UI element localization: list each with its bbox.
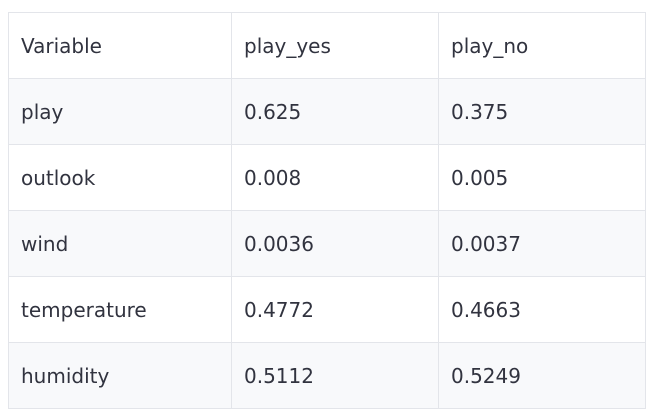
value-cell: 0.0037 (438, 210, 646, 277)
data-table: Variable play_yes play_no play 0.625 0.375 ou… (8, 12, 646, 409)
row-label: play (8, 78, 232, 145)
value-cell: 0.625 (231, 78, 439, 145)
table-row: outlook 0.008 0.005 (8, 144, 646, 211)
value-cell: 0.5249 (438, 342, 646, 409)
table-row: humidity 0.5112 0.5249 (8, 342, 646, 409)
table-row: temperature 0.4772 0.4663 (8, 276, 646, 343)
value-cell: 0.005 (438, 144, 646, 211)
header-row: Variable play_yes play_no (8, 12, 646, 79)
header-cell: Variable (8, 12, 232, 79)
table-header: Variable play_yes play_no (8, 12, 646, 79)
value-cell: 0.0036 (231, 210, 439, 277)
table-row: wind 0.0036 0.0037 (8, 210, 646, 277)
row-label: humidity (8, 342, 232, 409)
value-cell: 0.008 (231, 144, 439, 211)
value-cell: 0.5112 (231, 342, 439, 409)
table-body: play 0.625 0.375 outlook 0.008 0.005 wind 0.003… (8, 78, 646, 409)
value-cell: 0.4772 (231, 276, 439, 343)
value-cell: 0.4663 (438, 276, 646, 343)
row-label: wind (8, 210, 232, 277)
value-cell: 0.375 (438, 78, 646, 145)
header-cell: play_no (438, 12, 646, 79)
row-label: temperature (8, 276, 232, 343)
row-label: outlook (8, 144, 232, 211)
header-cell: play_yes (231, 12, 439, 79)
table-row: play 0.625 0.375 (8, 78, 646, 145)
